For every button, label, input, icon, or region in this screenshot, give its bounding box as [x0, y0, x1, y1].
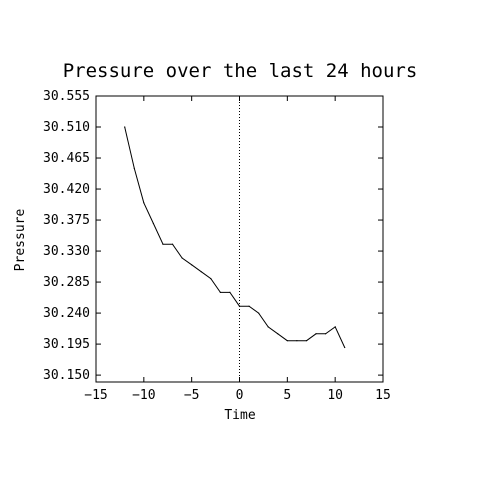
y-tick-label: 30.375: [43, 213, 90, 228]
x-tick-label: 10: [327, 388, 343, 403]
y-tick-label: 30.195: [43, 337, 90, 352]
data-point: [267, 326, 269, 328]
data-point: [344, 346, 346, 349]
x-axis: −15 −10 −5 0 5 10 15: [84, 96, 391, 403]
data-point: [200, 271, 202, 273]
chart-title: Pressure over the last 24 hours: [63, 60, 418, 82]
x-tick-label: −15: [84, 388, 107, 403]
y-tick-label: 30.420: [43, 182, 90, 197]
y-axis: 30.150 30.195 30.240 30.285 30.330 30.375 30.4…: [43, 89, 383, 383]
data-point: [181, 257, 183, 259]
data-point: [248, 305, 250, 307]
data-point: [171, 243, 174, 245]
x-tick-label: 0: [236, 388, 244, 403]
data-point: [277, 333, 279, 335]
data-point: [296, 340, 298, 342]
data-point: [210, 278, 212, 280]
data-point: [143, 202, 145, 204]
plot-area: −15 −10 −5 0 5 10 15 30.15030.19530.24030.2853…: [43, 89, 391, 403]
data-point: [258, 312, 260, 314]
data-point: [229, 291, 231, 294]
data-point: [315, 333, 317, 335]
series-line-pressure: [124, 126, 346, 348]
y-axis-label: Pressure: [13, 209, 28, 272]
data-point: [162, 243, 164, 245]
data-point: [238, 305, 241, 307]
data-point: [124, 126, 126, 128]
data-point: [325, 333, 327, 335]
y-tick-label: 30.240: [43, 306, 90, 321]
x-tick-label: 5: [283, 388, 291, 403]
x-axis-label: Time: [224, 408, 255, 423]
data-points: [124, 126, 346, 349]
y-tick-label: 30.510: [43, 120, 90, 135]
y-tick-label: 30.465: [43, 151, 90, 166]
data-point: [334, 326, 336, 328]
data-point: [286, 340, 288, 342]
data-point: [219, 291, 221, 294]
y-tick-label: 30.555: [43, 89, 90, 104]
x-tick-label: −5: [184, 388, 200, 403]
data-point: [152, 222, 154, 225]
x-tick-label: 15: [375, 388, 391, 403]
data-point: [305, 340, 308, 342]
y-tick-label: 30.285: [43, 275, 90, 290]
y-tick-label: 30.150: [43, 368, 90, 383]
x-tick-label: −10: [132, 388, 155, 403]
data-point: [133, 167, 135, 169]
data-point: [191, 264, 193, 266]
y-tick-label: 30.330: [43, 244, 90, 259]
